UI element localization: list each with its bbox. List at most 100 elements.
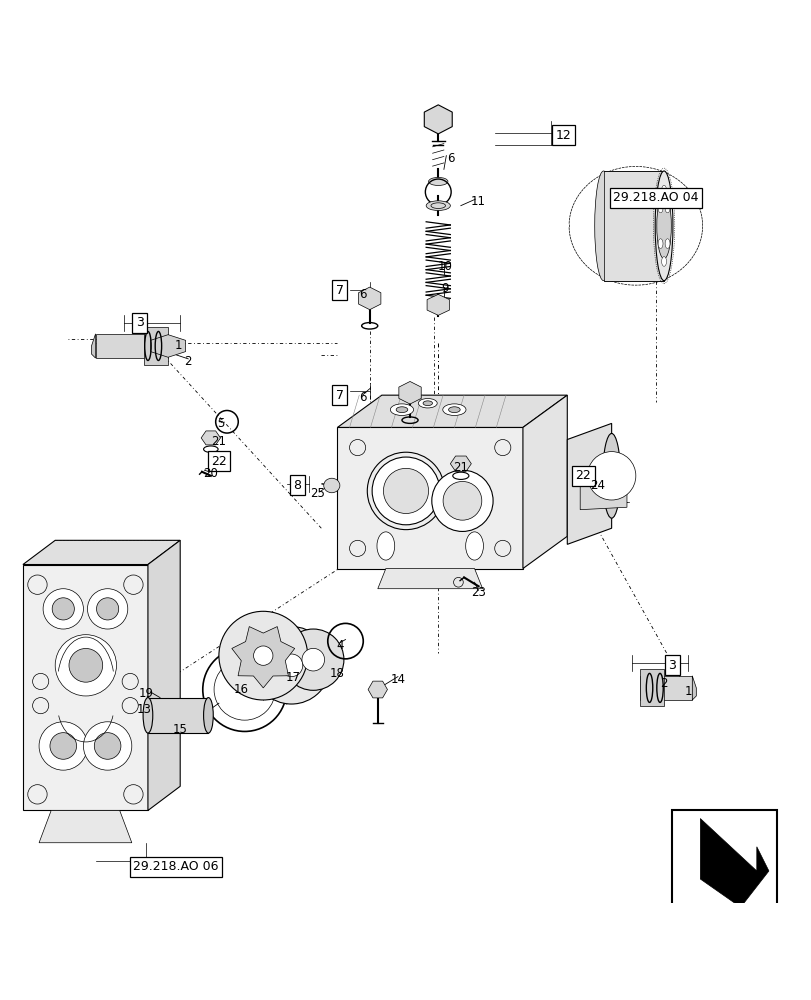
Circle shape <box>55 635 116 696</box>
Text: 3: 3 <box>667 659 676 672</box>
Circle shape <box>43 589 84 629</box>
Text: 16: 16 <box>233 683 248 696</box>
Text: 13: 13 <box>136 703 151 716</box>
Circle shape <box>84 722 131 770</box>
Text: 7: 7 <box>336 389 343 402</box>
Circle shape <box>50 733 76 759</box>
Polygon shape <box>398 381 421 404</box>
Text: 1: 1 <box>684 685 691 698</box>
Polygon shape <box>148 540 180 810</box>
Text: 7: 7 <box>336 284 343 297</box>
Polygon shape <box>201 431 221 445</box>
Ellipse shape <box>396 407 407 413</box>
Ellipse shape <box>602 433 620 518</box>
Polygon shape <box>337 395 567 427</box>
Polygon shape <box>700 819 768 907</box>
Text: 17: 17 <box>285 671 300 684</box>
Ellipse shape <box>658 239 662 248</box>
Text: 4: 4 <box>336 639 343 652</box>
Ellipse shape <box>204 698 213 733</box>
Ellipse shape <box>465 532 483 560</box>
Text: 11: 11 <box>470 195 486 208</box>
Ellipse shape <box>428 177 448 185</box>
Text: 22: 22 <box>575 469 590 482</box>
Circle shape <box>39 722 88 770</box>
Circle shape <box>253 646 272 665</box>
Circle shape <box>586 452 635 500</box>
Polygon shape <box>450 456 470 471</box>
Ellipse shape <box>418 399 436 408</box>
Ellipse shape <box>448 407 460 413</box>
Ellipse shape <box>324 478 340 493</box>
Polygon shape <box>367 681 387 698</box>
Circle shape <box>97 598 118 620</box>
Circle shape <box>302 648 324 671</box>
Text: 29.218.AO 06: 29.218.AO 06 <box>133 860 219 873</box>
Text: 20: 20 <box>203 467 218 480</box>
Text: 8: 8 <box>293 479 301 492</box>
Text: 6: 6 <box>447 152 454 165</box>
Ellipse shape <box>664 203 669 213</box>
Text: 25: 25 <box>310 487 324 500</box>
Ellipse shape <box>664 239 669 248</box>
Text: 14: 14 <box>390 673 405 686</box>
Circle shape <box>219 611 307 700</box>
Ellipse shape <box>656 193 671 259</box>
Polygon shape <box>96 334 168 358</box>
Polygon shape <box>639 676 692 700</box>
Circle shape <box>252 627 330 704</box>
Text: 21: 21 <box>453 461 468 474</box>
Ellipse shape <box>661 185 666 195</box>
Polygon shape <box>23 540 180 565</box>
Ellipse shape <box>376 532 394 560</box>
Polygon shape <box>151 335 186 357</box>
Circle shape <box>94 733 121 759</box>
Text: 15: 15 <box>173 723 187 736</box>
Circle shape <box>88 589 127 629</box>
Circle shape <box>52 598 75 620</box>
Text: 3: 3 <box>135 316 144 329</box>
Ellipse shape <box>442 404 466 415</box>
Polygon shape <box>639 669 663 706</box>
Circle shape <box>282 629 344 690</box>
Text: 19: 19 <box>139 687 153 700</box>
Ellipse shape <box>423 401 432 406</box>
Polygon shape <box>427 294 448 315</box>
Ellipse shape <box>426 201 450 210</box>
Polygon shape <box>337 427 522 569</box>
Circle shape <box>443 481 481 520</box>
Ellipse shape <box>390 404 413 415</box>
Ellipse shape <box>594 171 611 281</box>
Circle shape <box>431 470 492 531</box>
Text: 2: 2 <box>184 355 191 368</box>
Polygon shape <box>231 627 294 688</box>
Text: 18: 18 <box>329 667 345 680</box>
Text: 12: 12 <box>555 129 570 142</box>
Ellipse shape <box>654 171 672 281</box>
Polygon shape <box>92 334 96 358</box>
Circle shape <box>371 457 440 525</box>
Text: 29.218.AO 04: 29.218.AO 04 <box>612 191 698 204</box>
Bar <box>672 810 776 915</box>
Text: 9: 9 <box>440 282 448 295</box>
Text: 10: 10 <box>437 260 452 273</box>
Text: 24: 24 <box>590 479 605 492</box>
Polygon shape <box>522 395 567 569</box>
Polygon shape <box>692 676 696 700</box>
Text: 2: 2 <box>659 677 667 690</box>
Polygon shape <box>424 105 452 134</box>
Polygon shape <box>603 171 663 281</box>
Polygon shape <box>377 569 482 589</box>
Text: 6: 6 <box>358 288 366 301</box>
Ellipse shape <box>143 698 152 733</box>
Text: 23: 23 <box>470 586 486 599</box>
Text: 6: 6 <box>358 391 366 404</box>
Polygon shape <box>23 565 148 810</box>
Polygon shape <box>567 423 611 544</box>
Ellipse shape <box>658 203 662 213</box>
Polygon shape <box>39 810 131 843</box>
Ellipse shape <box>661 257 666 266</box>
Text: 22: 22 <box>211 455 226 468</box>
Circle shape <box>280 654 303 677</box>
Text: 1: 1 <box>174 339 182 352</box>
